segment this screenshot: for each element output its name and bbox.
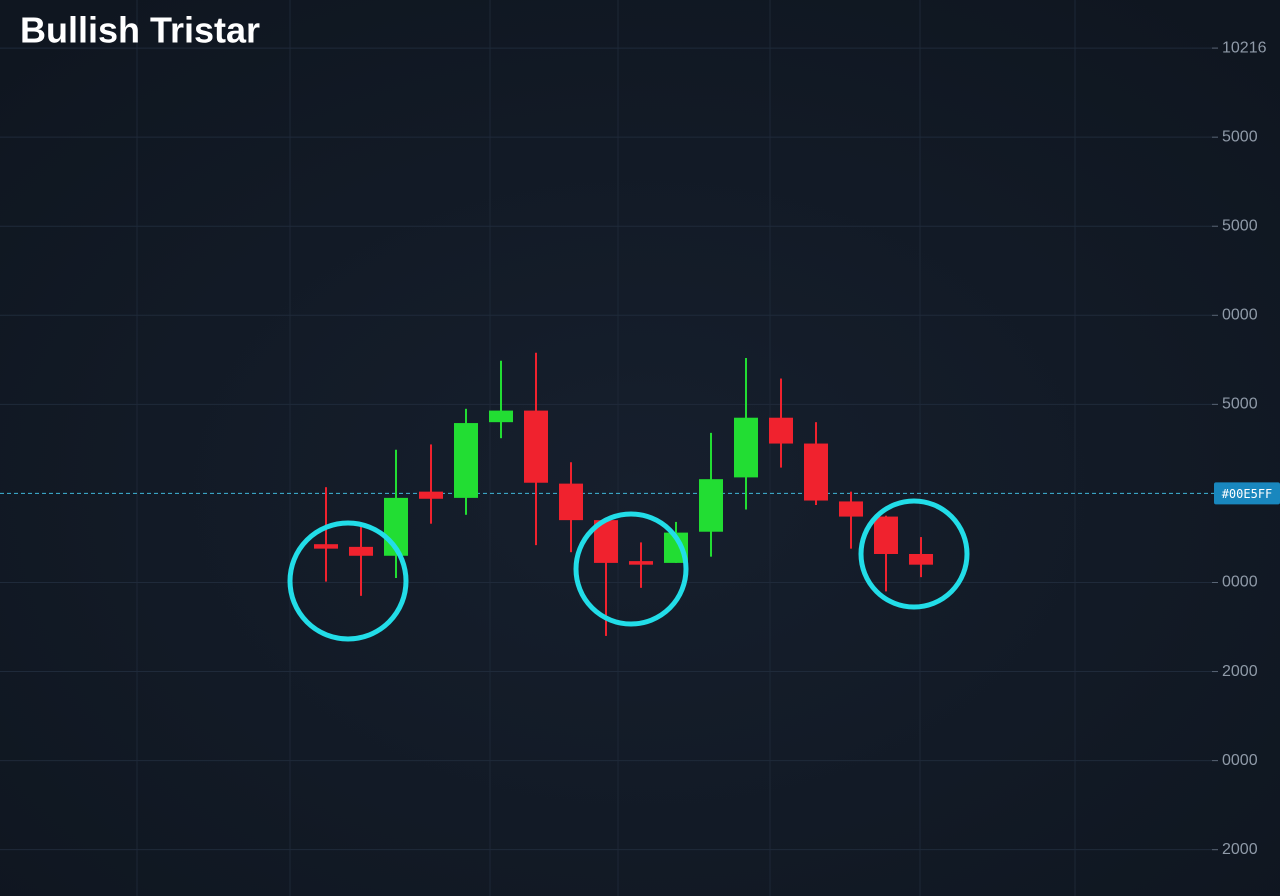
candle-body <box>699 479 723 532</box>
grid: 10216 5000 5000 0000 5000 0000 2000 0000 2000 #00… <box>0 39 1280 858</box>
y-tick-label: 0000 <box>1222 752 1258 769</box>
highlight-circles <box>287 498 970 642</box>
highlight-circle <box>287 520 409 642</box>
candle-body <box>769 417 793 444</box>
candle-body <box>419 491 443 499</box>
candle-body <box>874 516 898 554</box>
candle-body <box>314 544 338 549</box>
highlight-circle <box>573 511 689 627</box>
candle-body <box>804 443 828 501</box>
y-tick-label: 5000 <box>1222 217 1258 234</box>
y-tick-label: 0000 <box>1222 574 1258 591</box>
vertical-grid <box>136 0 1076 896</box>
candle-body <box>629 561 653 565</box>
candle-body <box>349 546 373 556</box>
y-tick-label: 5000 <box>1222 128 1258 145</box>
y-tick-label: 5000 <box>1222 396 1258 413</box>
candle-body <box>524 410 548 483</box>
candle-body <box>909 553 933 565</box>
candle-body <box>734 417 758 478</box>
y-tick-label: 2000 <box>1222 663 1258 680</box>
candle-body <box>489 410 513 423</box>
y-tick-label: 0000 <box>1222 307 1258 324</box>
candle-body <box>559 483 583 521</box>
candle-body <box>839 501 863 517</box>
candle-body <box>454 423 478 498</box>
y-tick-label: 10216 <box>1222 39 1267 56</box>
highlight-circle <box>858 498 970 610</box>
candles <box>314 352 933 636</box>
price-label: #00E5FF <box>1222 487 1273 501</box>
y-tick-label: 2000 <box>1222 841 1258 858</box>
price-label-box <box>1214 482 1280 505</box>
chart-title: Bullish Tristar <box>20 10 260 51</box>
